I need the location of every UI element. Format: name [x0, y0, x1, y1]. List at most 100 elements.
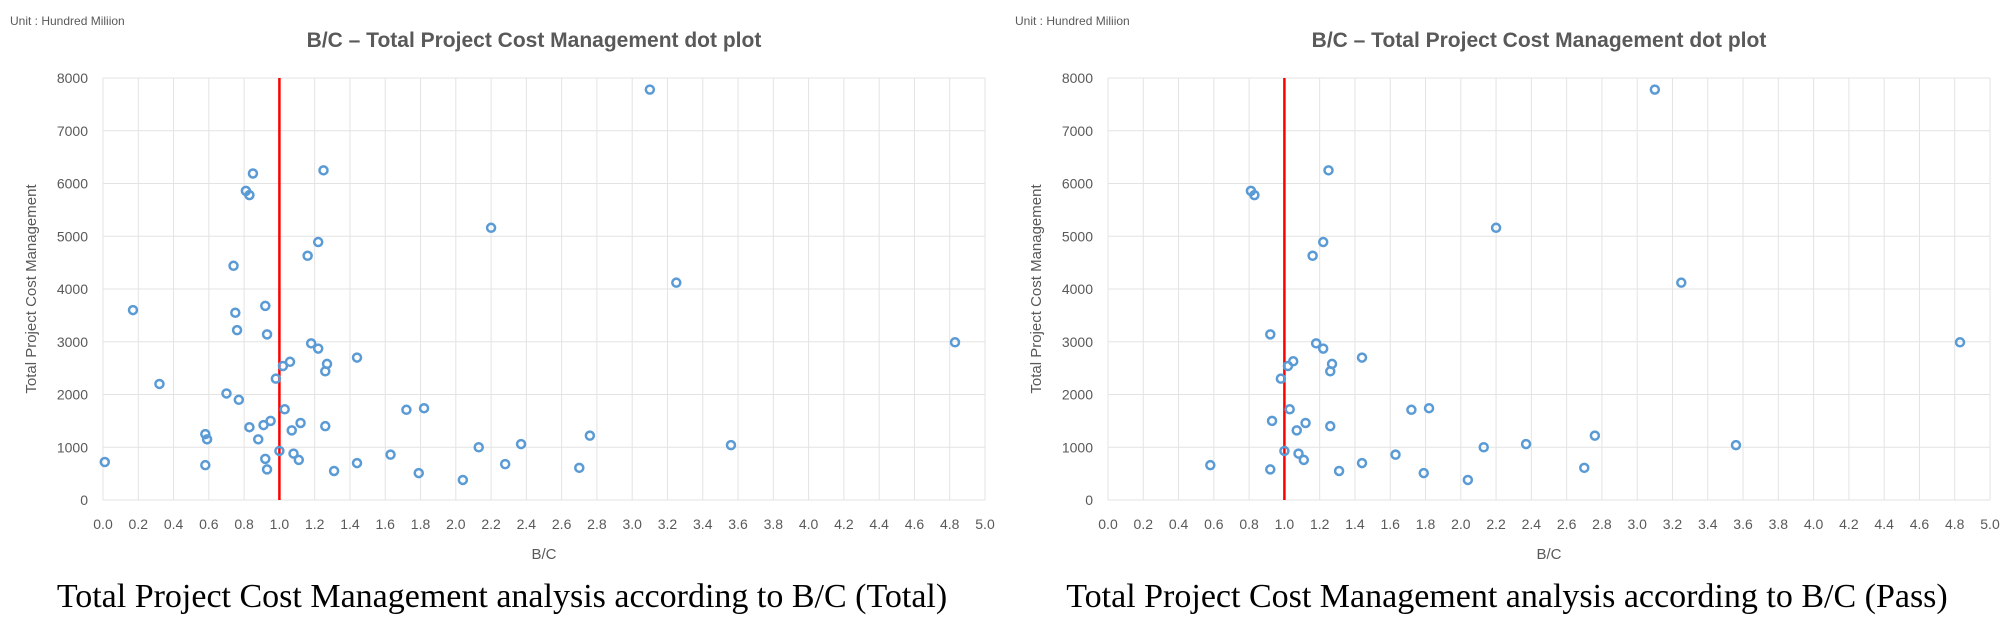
data-point: [265, 415, 276, 427]
x-tick-label: 3.6: [1733, 516, 1753, 532]
unit-label: Unit : Hundred Miliion: [10, 14, 125, 28]
data-point: [1205, 459, 1216, 471]
y-tick-label: 7000: [1062, 123, 1093, 139]
data-point: [270, 373, 282, 384]
data-point: [247, 168, 259, 179]
data-point: [99, 456, 111, 468]
x-tick-label: 4.8: [1945, 516, 1965, 532]
data-point: [286, 425, 297, 436]
x-tick-label: 2.2: [1486, 516, 1506, 532]
data-point: [584, 430, 596, 441]
data-point: [1291, 425, 1302, 436]
data-point: [1406, 404, 1417, 416]
y-tick-label: 5000: [1062, 228, 1093, 244]
y-tick-label: 3000: [57, 334, 88, 350]
x-tick-label: 4.2: [1839, 516, 1859, 532]
x-tick-label: 1.6: [1381, 516, 1401, 532]
x-axis-label: B/C: [531, 546, 556, 563]
data-point: [231, 324, 243, 336]
data-point: [260, 300, 271, 312]
data-point: [725, 439, 737, 451]
x-tick-label: 2.0: [1451, 516, 1471, 532]
data-point: [1287, 356, 1299, 367]
data-point: [949, 337, 961, 348]
data-point: [284, 356, 296, 368]
data-point: [274, 445, 285, 457]
data-point: [485, 222, 497, 234]
x-tick-label: 3.6: [728, 516, 748, 532]
data-point: [244, 189, 255, 201]
y-axis-label: Total Project Cost Management: [1028, 184, 1045, 394]
y-tick-label: 1000: [57, 439, 88, 455]
x-tick-label: 1.4: [1345, 516, 1365, 532]
data-point: [1676, 277, 1687, 288]
y-tick-label: 0: [80, 492, 88, 508]
data-point: [1730, 439, 1742, 451]
x-tick-label: 1.8: [411, 516, 431, 532]
data-point: [1589, 430, 1601, 441]
data-point: [1954, 337, 1966, 348]
x-tick-label: 2.6: [552, 516, 572, 532]
data-point: [1266, 415, 1278, 427]
x-tick-label: 0.6: [1204, 516, 1224, 532]
data-point: [671, 277, 682, 288]
x-tick-label: 0.2: [1134, 516, 1154, 532]
x-tick-label: 4.6: [1910, 516, 1930, 532]
x-tick-label: 0.2: [129, 516, 149, 532]
y-tick-label: 5000: [57, 228, 88, 244]
y-tick-label: 1000: [1062, 439, 1093, 455]
x-tick-label: 3.0: [622, 516, 642, 532]
data-point: [499, 458, 511, 470]
data-point: [457, 474, 469, 486]
data-point: [1333, 465, 1345, 477]
data-point: [401, 404, 412, 416]
y-tick-label: 8000: [1062, 70, 1093, 86]
x-tick-label: 4.6: [905, 516, 925, 532]
y-tick-label: 2000: [1062, 387, 1093, 403]
y-tick-label: 2000: [57, 387, 88, 403]
data-point: [1279, 445, 1290, 457]
data-point: [200, 459, 211, 471]
y-tick-label: 3000: [1062, 334, 1093, 350]
x-tick-label: 1.0: [1275, 516, 1295, 532]
data-point: [328, 465, 340, 477]
data-point: [1390, 449, 1401, 460]
data-point: [312, 236, 324, 248]
data-point: [288, 448, 299, 459]
data-point: [1284, 404, 1295, 415]
data-point: [1356, 352, 1368, 363]
x-tick-label: 2.6: [1557, 516, 1577, 532]
data-point: [200, 428, 211, 440]
data-point: [1649, 84, 1661, 95]
data-point: [244, 421, 255, 433]
data-point: [385, 449, 396, 460]
data-point: [295, 417, 306, 429]
scatter-chart-pass: B/C – Total Project Cost Management dot …: [1028, 29, 2000, 563]
y-tick-label: 0: [1085, 492, 1093, 508]
unit-label: Unit : Hundred Miliion: [1015, 14, 1130, 28]
x-tick-label: 4.4: [869, 516, 889, 532]
x-tick-label: 0.4: [1169, 516, 1189, 532]
y-axis-label: Total Project Cost Management: [23, 184, 40, 394]
data-point: [154, 378, 165, 390]
data-point: [1265, 329, 1276, 340]
data-point: [473, 442, 484, 453]
x-tick-label: 3.8: [1769, 516, 1789, 532]
chart-panel-pass: Unit : Hundred Miliion B/C – Total Proje…: [1005, 0, 2009, 630]
data-point: [413, 467, 425, 479]
scatter-chart-total: B/C – Total Project Cost Management dot …: [23, 29, 995, 563]
x-tick-label: 1.8: [1416, 516, 1436, 532]
data-point: [321, 358, 333, 370]
x-tick-label: 2.0: [446, 516, 466, 532]
data-point: [233, 394, 245, 406]
data-point: [351, 457, 363, 469]
x-tick-label: 3.4: [693, 516, 713, 532]
data-point: [1249, 189, 1260, 201]
y-tick-label: 8000: [57, 70, 88, 86]
data-point: [318, 165, 329, 176]
data-point: [1356, 457, 1368, 469]
data-point: [1490, 222, 1502, 234]
data-point: [1293, 448, 1304, 459]
x-tick-label: 1.4: [340, 516, 360, 532]
data-point: [418, 402, 430, 414]
